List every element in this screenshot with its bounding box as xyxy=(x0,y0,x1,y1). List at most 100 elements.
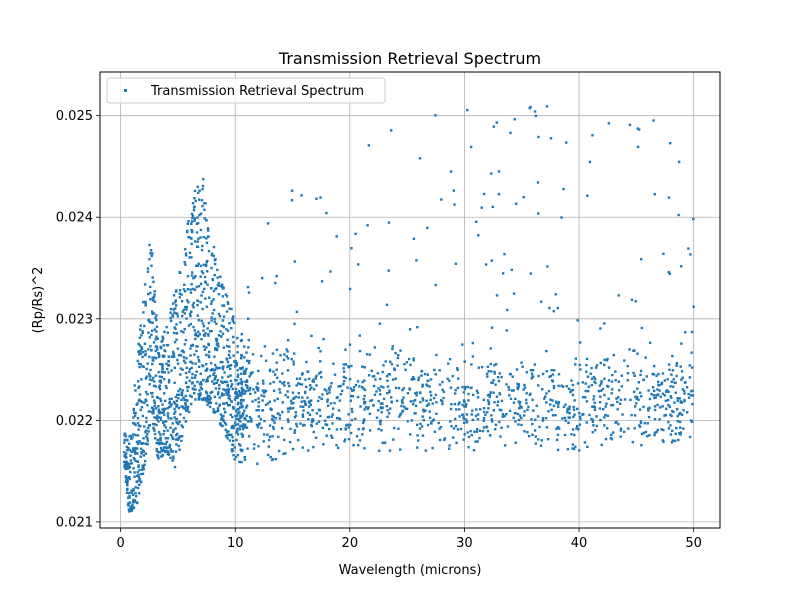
data-point xyxy=(239,444,242,447)
data-point xyxy=(557,384,560,388)
data-point xyxy=(636,352,639,355)
data-point xyxy=(215,402,218,405)
data-point xyxy=(181,435,184,438)
data-point xyxy=(361,427,365,431)
data-point xyxy=(674,381,677,385)
data-point xyxy=(383,441,387,444)
data-point xyxy=(263,389,267,392)
data-point xyxy=(593,401,596,405)
data-point xyxy=(236,396,239,400)
data-point xyxy=(199,381,202,384)
data-point xyxy=(158,451,162,454)
data-point xyxy=(505,329,508,332)
data-point xyxy=(154,385,158,388)
data-point xyxy=(511,375,514,378)
data-point xyxy=(220,285,224,289)
data-point xyxy=(690,420,694,423)
data-point xyxy=(514,420,517,423)
data-point xyxy=(212,308,216,312)
data-point xyxy=(172,353,176,356)
data-point xyxy=(411,403,415,406)
data-point xyxy=(684,381,687,384)
data-point xyxy=(246,384,249,388)
data-point xyxy=(182,405,185,408)
data-point xyxy=(510,389,514,392)
data-point xyxy=(190,402,193,406)
data-point xyxy=(174,312,178,315)
data-point xyxy=(346,423,349,426)
data-point xyxy=(227,364,231,368)
data-point xyxy=(162,433,165,436)
data-point xyxy=(600,443,603,447)
data-point xyxy=(621,413,624,416)
data-point xyxy=(573,399,576,402)
data-point xyxy=(134,433,137,437)
data-point xyxy=(497,379,501,383)
data-point xyxy=(331,436,334,439)
data-point xyxy=(670,441,674,444)
data-point xyxy=(342,383,345,386)
data-point xyxy=(186,299,189,302)
data-point xyxy=(545,105,549,108)
data-point xyxy=(363,447,366,450)
data-point xyxy=(379,407,382,410)
data-point xyxy=(241,380,244,383)
data-point xyxy=(223,421,227,425)
data-point xyxy=(183,343,187,346)
data-point xyxy=(418,427,422,430)
data-point xyxy=(520,416,523,420)
data-point xyxy=(166,414,170,418)
data-point xyxy=(159,347,163,350)
data-point xyxy=(671,369,675,372)
data-point xyxy=(144,429,148,432)
data-point xyxy=(188,312,192,316)
data-point xyxy=(599,395,602,398)
data-point xyxy=(439,425,443,429)
data-point xyxy=(175,421,178,424)
data-point xyxy=(656,394,659,397)
data-point xyxy=(224,435,228,438)
data-point xyxy=(487,407,490,410)
data-point xyxy=(178,296,181,299)
data-point xyxy=(490,370,493,373)
data-point xyxy=(225,380,229,384)
data-point xyxy=(205,305,209,308)
data-point xyxy=(255,423,259,427)
data-point xyxy=(244,390,247,393)
data-point xyxy=(175,403,179,407)
data-point xyxy=(235,431,238,434)
data-point xyxy=(132,498,135,502)
data-point xyxy=(169,316,172,320)
data-point xyxy=(567,387,571,390)
data-point xyxy=(138,440,141,443)
data-point xyxy=(159,362,162,366)
data-point xyxy=(527,405,530,408)
data-point xyxy=(278,414,281,417)
data-point xyxy=(492,125,495,128)
data-point xyxy=(188,251,192,254)
data-point xyxy=(240,424,243,427)
data-point xyxy=(192,306,195,309)
data-point xyxy=(179,373,182,376)
data-point xyxy=(564,403,567,406)
data-point xyxy=(145,420,148,424)
data-point xyxy=(572,447,576,451)
data-point xyxy=(231,443,235,447)
data-point xyxy=(507,388,511,391)
data-point xyxy=(349,423,352,427)
data-point xyxy=(294,414,298,417)
data-point xyxy=(165,325,168,329)
data-point xyxy=(137,474,140,477)
data-point xyxy=(679,431,683,434)
data-point xyxy=(636,145,640,149)
data-point xyxy=(639,373,642,377)
data-point xyxy=(236,453,240,457)
legend-box xyxy=(106,77,386,104)
data-point xyxy=(530,377,533,380)
data-point xyxy=(206,398,209,401)
data-point xyxy=(139,455,142,458)
data-point xyxy=(200,248,204,252)
data-point xyxy=(441,380,444,384)
data-point xyxy=(159,381,163,384)
data-point xyxy=(386,415,389,418)
